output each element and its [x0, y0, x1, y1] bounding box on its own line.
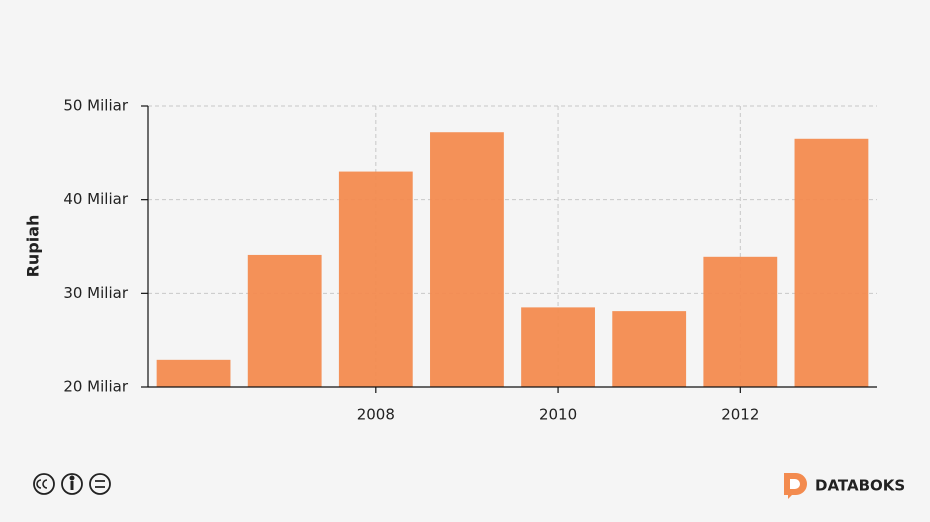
- y-axis-label: Rupiah: [24, 215, 43, 278]
- bar: [703, 256, 778, 387]
- brand-logo: [784, 473, 807, 499]
- y-tick-label: 30 Miliar: [63, 284, 128, 302]
- y-tick-label: 50 Miliar: [63, 97, 128, 115]
- bar: [521, 307, 595, 387]
- x-tick-label: 2010: [539, 406, 577, 424]
- y-tick-label: 40 Miliar: [63, 190, 128, 208]
- bar: [338, 171, 413, 387]
- bar: [612, 311, 687, 387]
- y-tick-label: 20 Miliar: [63, 378, 128, 396]
- x-tick-label: 2012: [721, 406, 759, 424]
- brand-name: DATABOKS: [815, 477, 905, 495]
- bar: [247, 254, 322, 387]
- bar: [156, 359, 231, 387]
- bar: [430, 132, 504, 387]
- bar: [794, 138, 869, 387]
- x-tick-label: 2008: [357, 406, 395, 424]
- license-icons: [33, 473, 111, 495]
